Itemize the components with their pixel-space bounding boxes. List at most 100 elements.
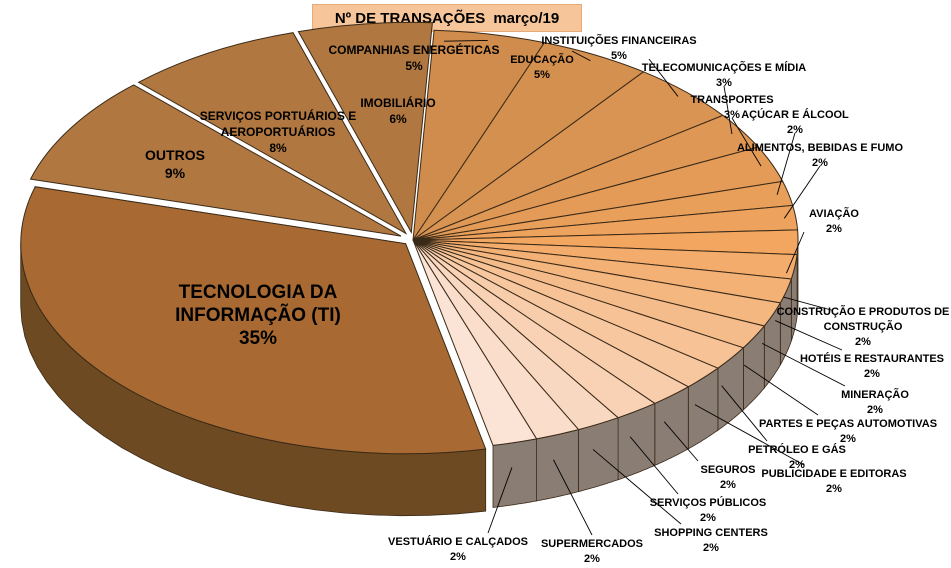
slice-value-label: 2% bbox=[450, 551, 466, 563]
leader-line-5 bbox=[571, 50, 591, 62]
slice-category-label: COMPANHIAS ENERGÉTICAS bbox=[328, 42, 499, 57]
slice-label-10: ALIMENTOS, BEBIDAS E FUMO 2% bbox=[737, 142, 903, 169]
slice-label-16: PETRÓLEO E GÁS 2% bbox=[748, 443, 846, 471]
slice-label-9: AÇÚCAR E ÁLCOOL 2% bbox=[741, 108, 849, 136]
leader-line-7 bbox=[723, 85, 733, 135]
slice-value-label: 2% bbox=[867, 404, 883, 416]
slice-category-label: IMOBILIÁRIO bbox=[360, 95, 435, 110]
slice-category-label: CONSTRUÇÃO E PRODUTOS DE bbox=[777, 305, 950, 318]
leader-line-13 bbox=[775, 320, 843, 351]
slice-label-18: SEGUROS 2% bbox=[700, 464, 755, 491]
slice-value-label: 2% bbox=[720, 479, 736, 491]
leader-line-18 bbox=[663, 421, 699, 462]
slice-category-label: SERVIÇOS PORTUÁRIOS E bbox=[200, 108, 356, 123]
slice-value-label: 3% bbox=[724, 109, 740, 121]
slice-side-22 bbox=[492, 438, 537, 508]
slice-side-21 bbox=[536, 429, 579, 502]
leader-line-11 bbox=[786, 231, 805, 274]
slice-value-label: 2% bbox=[855, 336, 871, 348]
slice-category-label: INSTITUIÇÕES FINANCEIRAS bbox=[541, 34, 696, 47]
slice-label-20: SHOPPING CENTERS 2% bbox=[654, 527, 768, 554]
slice-category-label: SUPERMERCADOS bbox=[541, 538, 643, 550]
leader-line-20 bbox=[592, 449, 682, 525]
slice-value-label: 3% bbox=[716, 77, 732, 89]
slice-value-label: 2% bbox=[584, 553, 600, 565]
slice-label-4: COMPANHIAS ENERGÉTICAS 5% bbox=[328, 42, 499, 73]
slice-value-label: 5% bbox=[534, 69, 550, 81]
slice-category-label: INFORMAÇÃO (TI) bbox=[175, 304, 341, 326]
slice-label-15: PARTES E PEÇAS AUTOMOTIVAS 2% bbox=[759, 418, 937, 445]
slice-label-17: PUBLICIDADE E EDITORAS 2% bbox=[761, 468, 906, 495]
slice-category-label: AVIAÇÃO bbox=[809, 207, 859, 220]
slice-category-label: SHOPPING CENTERS bbox=[654, 527, 768, 539]
slice-value-label: 2% bbox=[826, 483, 842, 495]
slice-value-label: 35% bbox=[239, 328, 277, 349]
leader-line-9 bbox=[776, 132, 796, 195]
slice-label-11: AVIAÇÃO 2% bbox=[809, 207, 859, 235]
slice-value-label: 2% bbox=[840, 433, 856, 445]
slice-label-14: MINERAÇÃO 2% bbox=[841, 388, 909, 416]
slice-value-label: 6% bbox=[389, 112, 407, 126]
slice-category-label: VESTUÁRIO E CALÇADOS bbox=[388, 535, 528, 548]
slice-category-label: PETRÓLEO E GÁS bbox=[748, 443, 846, 456]
slice-value-label: 5% bbox=[611, 50, 627, 62]
slice-value-label: 2% bbox=[703, 542, 719, 554]
slice-category-label: EDUCAÇÃO bbox=[510, 53, 574, 66]
slice-category-label: TELECOMUNICAÇÕES E MÍDIA bbox=[642, 61, 806, 74]
slice-value-label: 2% bbox=[812, 157, 828, 169]
slice-label-22: VESTUÁRIO E CALÇADOS 2% bbox=[388, 535, 528, 563]
leader-line-4 bbox=[443, 39, 488, 42]
chart-subtitle: março/19 bbox=[493, 9, 560, 27]
slice-value-label: 2% bbox=[789, 459, 805, 471]
slice-label-1: OUTROS 9% bbox=[145, 147, 205, 181]
slice-category-label: PARTES E PEÇAS AUTOMOTIVAS bbox=[759, 418, 937, 430]
slice-category-label: HOTÉIS E RESTAURANTES bbox=[800, 352, 944, 365]
slice-side-20 bbox=[578, 417, 619, 493]
slice-category-label: SERVIÇOS PÚBLICOS bbox=[650, 496, 767, 509]
pie-slices bbox=[20, 21, 799, 455]
slice-22 bbox=[412, 239, 538, 446]
leader-line-10 bbox=[783, 165, 821, 219]
slice-3 bbox=[297, 21, 433, 235]
slice-value-label: 2% bbox=[787, 124, 803, 136]
leader-line-12 bbox=[783, 296, 834, 311]
slice-category-label: PUBLICIDADE E EDITORAS bbox=[761, 468, 906, 480]
slice-label-19: SERVIÇOS PÚBLICOS 2% bbox=[650, 496, 767, 524]
slice-category-label: TECNOLOGIA DA bbox=[179, 282, 338, 303]
leader-line-19 bbox=[629, 436, 679, 495]
slice-label-7: TELECOMUNICAÇÕES E MÍDIA 3% bbox=[642, 61, 806, 89]
slice-label-6: INSTITUIÇÕES FINANCEIRAS 5% bbox=[541, 34, 696, 62]
leader-line-16 bbox=[721, 385, 768, 442]
slice-category-label: AEROPORTUÁRIOS bbox=[221, 124, 336, 139]
slice-value-label: 2% bbox=[700, 512, 716, 524]
slice-category-label: ALIMENTOS, BEBIDAS E FUMO bbox=[737, 142, 903, 154]
slice-value-label: 2% bbox=[864, 368, 880, 380]
slice-category-label: AÇÚCAR E ÁLCOOL bbox=[741, 108, 849, 121]
slice-category-label: TRANSPORTES bbox=[690, 94, 773, 106]
slice-label-13: HOTÉIS E RESTAURANTES 2% bbox=[800, 352, 944, 380]
slice-1 bbox=[29, 84, 402, 237]
leader-lines bbox=[443, 39, 846, 536]
leader-line-22 bbox=[487, 467, 513, 534]
leader-line-17 bbox=[694, 404, 805, 466]
leader-line-8 bbox=[731, 117, 762, 167]
slice-label-5: EDUCAÇÃO 5% bbox=[510, 53, 574, 81]
slice-value-label: 5% bbox=[405, 59, 423, 73]
slice-category-label: SEGUROS bbox=[700, 464, 755, 476]
leader-line-14 bbox=[761, 342, 846, 387]
slice-category-label: MINERAÇÃO bbox=[841, 388, 909, 401]
slice-label-21: SUPERMERCADOS 2% bbox=[541, 538, 643, 565]
leader-line-15 bbox=[743, 364, 819, 416]
leader-line-6 bbox=[648, 58, 679, 97]
slice-2 bbox=[137, 32, 408, 235]
slice-category-label: CONSTRUÇÃO bbox=[824, 320, 903, 333]
slice-value-label: 9% bbox=[165, 165, 186, 181]
slice-label-8: TRANSPORTES 3% bbox=[690, 94, 773, 121]
leader-line-21 bbox=[553, 459, 593, 536]
slice-0 bbox=[20, 186, 487, 455]
slice-value-label: 8% bbox=[269, 141, 287, 155]
